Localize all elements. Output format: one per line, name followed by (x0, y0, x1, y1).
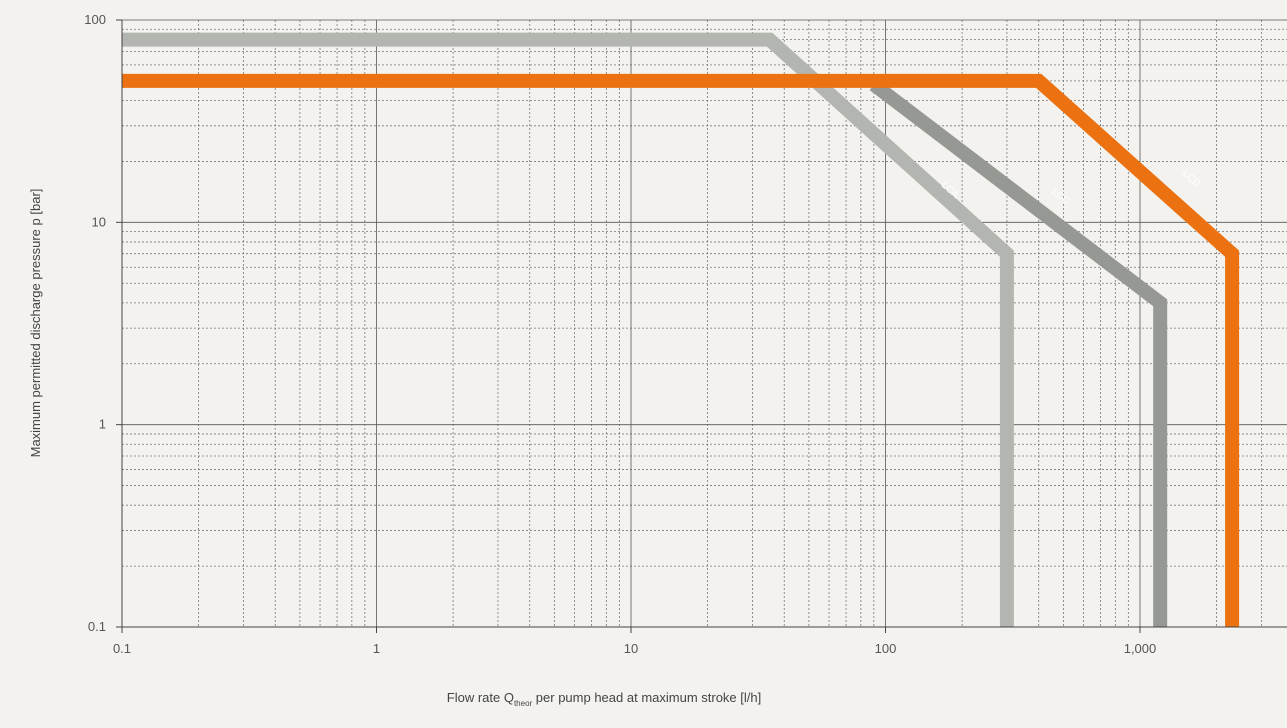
major-grid (122, 19, 1287, 627)
y-axis-title: Maximum permitted discharge pressure p [… (28, 189, 43, 458)
x-tick-label: 1,000 (1124, 641, 1157, 656)
tick-labels: 0.1 1 10 100 1,000 0.1 1 10 100 (84, 12, 1156, 656)
y-tick-label: 10 (92, 214, 106, 229)
x-tick-label: 0.1 (113, 641, 131, 656)
plot-background (122, 20, 1287, 627)
x-axis-title-rest: per pump head at maximum stroke [l/h] (532, 690, 761, 705)
series-line-lcd (122, 73, 1240, 627)
x-tick-label: 10 (624, 641, 638, 656)
x-axis-title: Flow rate Qtheor per pump head at maximu… (447, 690, 761, 708)
y-tick-label: 100 (84, 12, 106, 27)
x-axis-title-main: Flow rate Q (447, 690, 514, 705)
y-tick-label: 0.1 (88, 619, 106, 634)
minor-grid (122, 20, 1287, 627)
series-line-lcc (869, 78, 1168, 627)
series-line-lca (122, 32, 1014, 627)
y-tick-label: 1 (99, 417, 106, 432)
x-axis-title-subscript: theor (514, 699, 533, 708)
x-tick-label: 100 (875, 641, 897, 656)
axes (121, 20, 1287, 628)
x-tick-label: 1 (373, 641, 380, 656)
